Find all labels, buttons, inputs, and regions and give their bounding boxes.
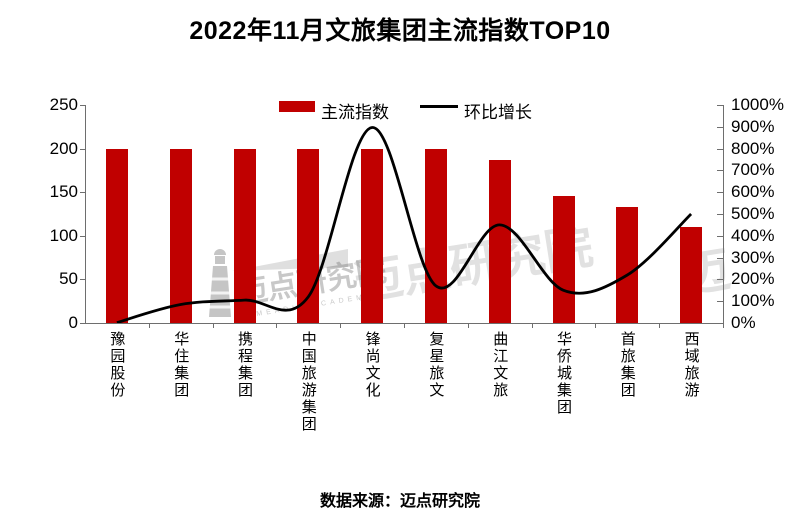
y-axis-right-tick bbox=[717, 235, 723, 237]
y-axis-right-label: 500% bbox=[731, 204, 775, 223]
x-category-label: 首旅集团 bbox=[618, 331, 636, 399]
y-axis-left-tick bbox=[80, 148, 85, 150]
growth-line-chart bbox=[116, 126, 693, 323]
y-axis-left-tick bbox=[80, 323, 85, 324]
index-bar bbox=[233, 148, 256, 323]
chart-title: 2022年11月文旅集团主流指数TOP10 bbox=[189, 17, 611, 45]
plot-area: 迈点研究院 MEADIN ACADEMY 迈点研究院 迈 bbox=[85, 105, 734, 323]
y-axis-right-label: 400% bbox=[731, 225, 775, 245]
x-axis-tick bbox=[595, 323, 597, 328]
x-category-label: 华侨城集团 bbox=[555, 331, 572, 416]
index-bar bbox=[297, 148, 320, 323]
x-axis-tick bbox=[467, 323, 469, 328]
x-category-label: 携程集团 bbox=[236, 331, 253, 399]
y-axis-left-label: 50 bbox=[59, 269, 78, 289]
x-category-label: 华住集团 bbox=[172, 331, 190, 399]
x-axis-tick bbox=[659, 323, 661, 328]
x-axis-tick bbox=[276, 323, 278, 328]
y-axis-right-tick bbox=[717, 126, 723, 128]
y-axis-left-tick bbox=[80, 235, 85, 237]
y-axis-left-label: 100 bbox=[49, 225, 78, 245]
x-category-label: 西域旅游 bbox=[682, 331, 700, 399]
x-axis-tick bbox=[723, 323, 724, 328]
y-axis-right-tick bbox=[717, 301, 723, 303]
y-axis-right-tick bbox=[717, 257, 723, 259]
y-axis-right-label: 800% bbox=[731, 138, 775, 158]
y-axis-right-label: 700% bbox=[731, 160, 775, 180]
x-category-label: 锋尚文化 bbox=[363, 331, 381, 399]
x-axis-tick bbox=[531, 323, 533, 328]
y-axis-right-tick bbox=[717, 323, 723, 324]
x-category-label: 复星旅文 bbox=[427, 331, 445, 399]
x-axis-tick bbox=[212, 323, 214, 328]
y-axis-right-label: 100% bbox=[731, 291, 775, 311]
y-axis-right-label: 1000% bbox=[731, 95, 784, 114]
index-bar bbox=[680, 227, 703, 323]
y-axis-right-tick bbox=[717, 170, 723, 172]
x-category-label: 中国旅游集团 bbox=[299, 331, 317, 433]
index-bar bbox=[616, 207, 639, 323]
y-axis-left-line bbox=[85, 105, 86, 324]
y-axis-right-tick bbox=[717, 105, 723, 106]
x-axis-tick bbox=[404, 323, 405, 328]
data-source-footer: 数据来源：迈点研究院 bbox=[319, 493, 480, 510]
y-axis-right-label: 900% bbox=[731, 116, 775, 136]
y-axis-left-tick bbox=[80, 279, 85, 281]
legend-line-swatch bbox=[420, 105, 458, 108]
index-bar bbox=[105, 148, 128, 323]
legend-line-label: 环比增长 bbox=[464, 103, 532, 122]
y-axis-right-tick bbox=[717, 192, 723, 194]
legend-bar-label: 主流指数 bbox=[321, 103, 389, 122]
legend-bar-swatch bbox=[279, 101, 315, 112]
y-axis-left-tick bbox=[80, 192, 85, 194]
y-axis-right-tick bbox=[717, 148, 723, 150]
index-bar bbox=[488, 159, 511, 323]
y-axis-left-label: 200 bbox=[49, 138, 78, 158]
y-axis-right-label: 300% bbox=[731, 247, 775, 267]
y-axis-right-label: 600% bbox=[731, 182, 775, 202]
growth-line-path bbox=[116, 126, 693, 323]
x-category-label: 曲江文旅 bbox=[491, 331, 509, 399]
y-axis-left-tick bbox=[80, 105, 85, 106]
x-axis-tick bbox=[340, 323, 342, 328]
y-axis-left-label: 250 bbox=[49, 95, 78, 114]
x-category-label: 豫园股份 bbox=[108, 331, 126, 399]
y-axis-right-tick bbox=[717, 279, 723, 281]
y-axis-right-line bbox=[723, 105, 724, 324]
y-axis-left-label: 0 bbox=[68, 313, 78, 332]
y-axis-right-tick bbox=[717, 214, 723, 215]
index-bar bbox=[169, 148, 192, 323]
y-axis-right-label: 0% bbox=[731, 313, 756, 332]
y-axis-left-label: 150 bbox=[49, 182, 78, 202]
index-bar bbox=[361, 148, 384, 323]
y-axis-right-label: 200% bbox=[731, 269, 775, 289]
x-axis-tick bbox=[148, 323, 150, 328]
